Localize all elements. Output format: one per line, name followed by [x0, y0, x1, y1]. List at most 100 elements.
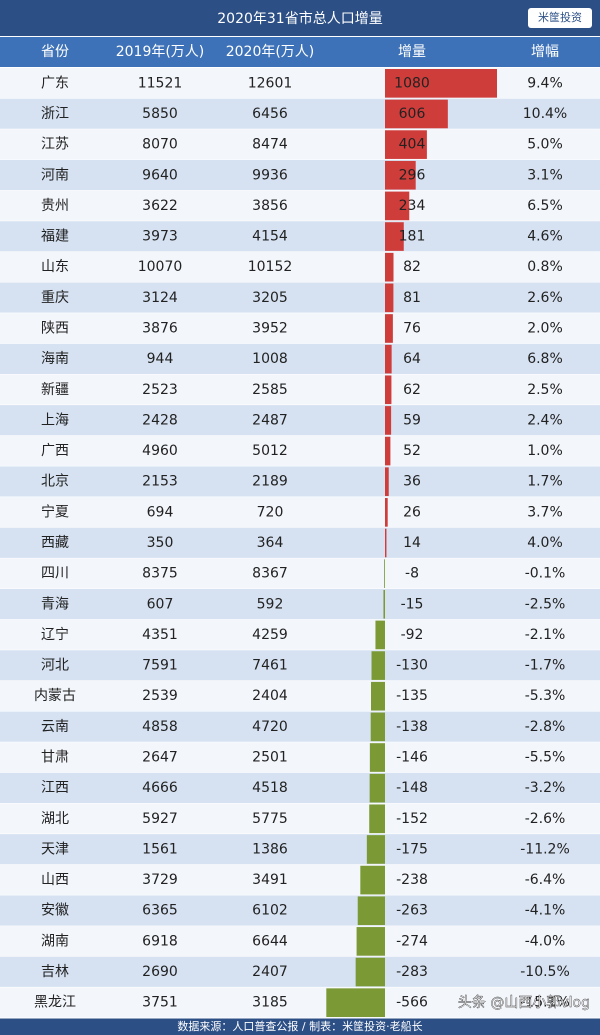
row-bg — [0, 497, 600, 528]
increment-bar — [369, 743, 385, 772]
cell: 6102 — [252, 903, 288, 919]
cell: 3124 — [142, 290, 178, 306]
cell: 6644 — [252, 933, 288, 949]
cell: 江苏 — [41, 137, 69, 153]
increment-bar — [369, 804, 385, 834]
cell: 82 — [403, 259, 421, 275]
footer-bar — [0, 1018, 600, 1035]
cell: 海南 — [41, 351, 69, 367]
cell: 2.5% — [527, 382, 563, 398]
increment-bar — [369, 773, 385, 803]
cell: 4.0% — [527, 535, 563, 551]
cell: 59 — [403, 412, 421, 428]
row-bg — [0, 772, 600, 804]
cell: 2523 — [142, 382, 178, 398]
cell: 10152 — [248, 259, 293, 275]
cell: 5927 — [142, 811, 178, 827]
column-header: 省份 — [41, 44, 69, 60]
column-header: 2020年(万人) — [226, 44, 315, 60]
increment-bar — [385, 283, 394, 313]
cell: 广东 — [41, 75, 69, 91]
cell: 8474 — [252, 137, 288, 153]
cell: 6456 — [252, 106, 288, 122]
increment-bar — [385, 222, 404, 251]
cell: 3729 — [142, 872, 178, 888]
cell: -2.6% — [525, 811, 566, 827]
cell: -0.1% — [525, 566, 566, 582]
increment-bar — [384, 559, 385, 588]
cell: 10070 — [138, 259, 183, 275]
increment-bar — [385, 344, 392, 374]
cell: 2647 — [142, 750, 178, 766]
cell: 6.8% — [527, 351, 563, 367]
cell: 2585 — [252, 382, 288, 398]
footer-source: 数据来源：人口普查公报 / 制表：米筐投资·老船长 — [177, 1019, 422, 1033]
column-header: 增幅 — [531, 44, 559, 60]
cell: 296 — [399, 167, 426, 183]
row-bg — [0, 680, 600, 712]
row-bg — [0, 221, 600, 252]
cell: 湖南 — [41, 933, 69, 949]
cell: 辽宁 — [41, 626, 69, 643]
cell: -8 — [405, 566, 419, 582]
cell: 浙江 — [41, 106, 69, 122]
cell: 黑龙江 — [34, 995, 76, 1011]
row-bg — [0, 282, 600, 314]
cell: -152 — [396, 811, 428, 827]
cell: 吉林 — [41, 964, 69, 980]
cell: 2.0% — [527, 320, 563, 336]
cell: 6918 — [142, 933, 178, 949]
cell: 9.4% — [527, 75, 563, 91]
cell: 6365 — [142, 903, 178, 919]
row-bg — [0, 159, 600, 191]
cell: 2487 — [252, 412, 288, 428]
increment-bar — [356, 927, 385, 956]
cell: 3952 — [252, 320, 288, 336]
cell: 4858 — [142, 719, 178, 735]
cell: 944 — [147, 351, 174, 367]
cell: 350 — [147, 535, 174, 551]
cell: 5775 — [252, 811, 288, 827]
cell: -274 — [396, 933, 428, 949]
row-bg — [0, 558, 600, 589]
cell: 0.8% — [527, 259, 563, 275]
cell: 2539 — [142, 688, 178, 704]
cell: 14 — [403, 535, 421, 551]
row-bg — [0, 190, 600, 222]
increment-bar — [371, 651, 385, 680]
column-header: 2019年(万人) — [116, 44, 205, 60]
increment-bar — [357, 896, 385, 926]
cell: 3622 — [142, 198, 178, 214]
cell: 3973 — [142, 229, 178, 245]
cell: 甘肃 — [41, 750, 69, 766]
cell: -15 — [401, 596, 424, 612]
cell: 广西 — [41, 443, 69, 459]
row-bg — [0, 129, 600, 160]
logo-box — [528, 8, 592, 28]
row-bg — [0, 956, 600, 988]
cell: 3876 — [142, 320, 178, 336]
cell: 1.0% — [527, 443, 563, 459]
title-bar — [0, 0, 600, 36]
cell: 上海 — [41, 412, 69, 428]
cell: 2189 — [252, 474, 288, 490]
cell: 181 — [399, 229, 426, 245]
cell: 贵州 — [41, 198, 69, 214]
cell: 4259 — [252, 627, 288, 643]
cell: 4960 — [142, 443, 178, 459]
increment-bar — [375, 620, 385, 650]
cell: 湖北 — [41, 811, 69, 827]
row-bg — [0, 466, 600, 498]
cell: 8070 — [142, 137, 178, 153]
cell: -2.8% — [525, 719, 566, 735]
cell: -283 — [396, 964, 428, 980]
cell: 3751 — [142, 995, 178, 1011]
cell: 重庆 — [41, 290, 69, 306]
row-bg — [0, 588, 600, 620]
cell: 青海 — [41, 596, 69, 612]
cell: 64 — [403, 351, 421, 367]
cell: 607 — [147, 596, 174, 612]
cell: -5.5% — [525, 750, 566, 766]
logo: 米筐投资 — [538, 10, 582, 24]
